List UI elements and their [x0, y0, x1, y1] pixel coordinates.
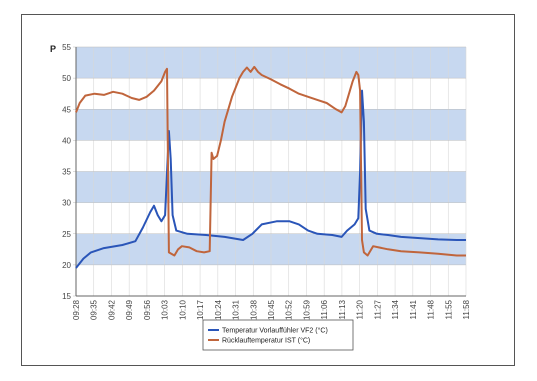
- x-tick-label: 11:20: [356, 299, 365, 319]
- x-tick-label: 09:49: [125, 299, 134, 320]
- x-axis-ticks: 09:28 09:35 09:42 09:49 09:56 10:03 10:10 10:17…: [72, 299, 471, 320]
- x-tick-label: 10:10: [178, 299, 187, 320]
- y-axis-ticks: 15 20 25 30 35 40 45 50 55: [62, 43, 71, 301]
- x-tick-label: 10:03: [161, 299, 170, 320]
- legend-entry-2: Rücklauftemperatur IST (°C): [222, 337, 310, 345]
- x-tick-label: 09:35: [90, 299, 99, 320]
- x-tick-label: 09:28: [72, 299, 81, 320]
- y-tick-label: 50: [62, 74, 71, 83]
- y-tick-label: 55: [62, 43, 71, 52]
- y-tick-label: 30: [62, 199, 71, 208]
- x-tick-label: 10:24: [214, 299, 223, 320]
- x-tick-label: 11:41: [409, 299, 418, 319]
- x-tick-label: 10:31: [232, 299, 241, 320]
- y-tick-label: 35: [62, 168, 71, 177]
- x-tick-label: 09:56: [143, 299, 152, 320]
- series-line-2: [75, 65, 466, 257]
- x-tick-label: 11:58: [462, 299, 471, 319]
- y-tick-label: 20: [62, 261, 71, 270]
- series-lines: [75, 65, 466, 269]
- y-tick-label: 40: [62, 136, 71, 145]
- x-tick-label: 11:27: [373, 299, 382, 319]
- grid-lines: [73, 46, 467, 297]
- legend-box: [202, 319, 354, 351]
- x-tick-label: 10:52: [285, 299, 294, 320]
- x-tick-label: 10:59: [302, 299, 311, 320]
- series-line-1: [75, 89, 466, 269]
- x-tick-label: 10:45: [267, 299, 276, 320]
- y-tick-label: 45: [62, 105, 71, 114]
- legend-entry-1: Temperatur Vorlauffühler VF2 (°C): [222, 327, 328, 335]
- x-tick-label: 11:48: [427, 299, 436, 319]
- x-tick-label: 11:13: [338, 299, 347, 319]
- x-tick-label: 11:34: [391, 299, 400, 319]
- x-tick-label: 11:55: [444, 299, 453, 319]
- x-tick-label: 10:38: [249, 299, 258, 320]
- legend: Temperatur Vorlauffühler VF2 (°C) Rücklau…: [202, 319, 354, 351]
- y-tick-label: 25: [62, 230, 71, 239]
- x-tick-label: 11:06: [320, 299, 329, 319]
- y-tick-label: 15: [62, 292, 71, 301]
- x-tick-label: 10:17: [196, 299, 205, 320]
- x-tick-label: 09:42: [107, 299, 116, 320]
- y-axis-label: P: [50, 44, 56, 54]
